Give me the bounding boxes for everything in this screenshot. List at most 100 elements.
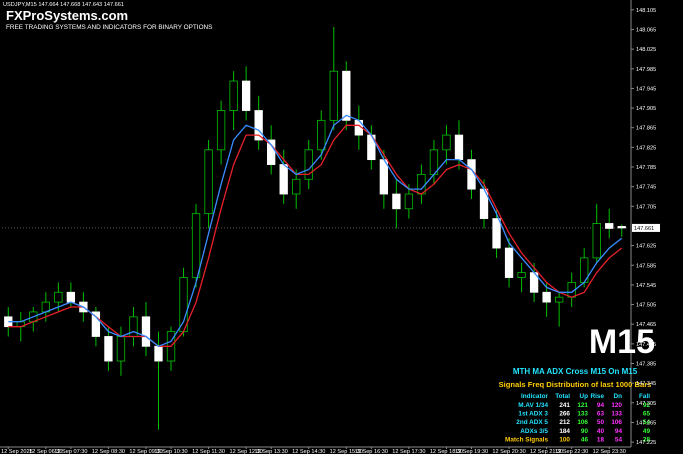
last-price-box — [632, 223, 660, 232]
table-cell: 106 — [577, 419, 588, 426]
table-cell: 90 — [581, 428, 589, 435]
y-tick-label: 148.065 — [636, 27, 656, 33]
table-cell: 18 — [597, 436, 605, 443]
x-tick-label: 12 Sep 06:30 — [29, 449, 62, 454]
x-tick-label: 12 Sep 18:30 — [430, 449, 463, 454]
candle-body — [504, 247, 514, 278]
y-tick-label: 147.385 — [636, 361, 656, 367]
y-tick-label: 147.745 — [636, 185, 656, 191]
table-cell: 1st ADX 3 — [518, 411, 548, 418]
candle-body — [141, 316, 151, 347]
table-cell: 133 — [611, 411, 622, 418]
table-cell: 121 — [577, 402, 588, 409]
table-header: Up — [579, 393, 588, 400]
panel-subtitle: Signals Freq Distribution of last 1000 B… — [499, 380, 652, 389]
candle-body — [179, 277, 188, 332]
candle-body — [454, 134, 464, 161]
moving-average — [8, 114, 623, 348]
candle-body — [517, 272, 526, 278]
table-cell: 120 — [611, 402, 622, 409]
table-cell: 65 — [643, 411, 651, 418]
candle-body — [605, 223, 614, 229]
y-tick-label: 147.705 — [636, 204, 656, 210]
y-tick-label: 147.305 — [636, 401, 656, 407]
candle-body — [267, 139, 276, 165]
table-header: Total — [555, 393, 570, 400]
y-tick-label: 147.345 — [636, 381, 656, 387]
candle-body — [216, 110, 226, 151]
candle-body — [116, 336, 126, 362]
table-cell: M.AV 1/34 — [518, 402, 548, 409]
table-cell: 133 — [577, 411, 588, 418]
info-table: Indicator Total Up Rise Dn Fall M.AV 1/34 241 12… — [505, 393, 650, 443]
x-tick-label: 12 Sep 16:30 — [355, 449, 388, 454]
x-tick-label: 12 Sep 12:30 — [229, 449, 262, 454]
table-cell: 241 — [559, 402, 570, 409]
table-cell: 92 — [643, 402, 651, 409]
high: 147.668 — [60, 2, 80, 8]
table-cell: 212 — [559, 419, 570, 426]
y-tick-label: 147.225 — [636, 440, 656, 446]
candle-body — [342, 70, 351, 121]
y-tick-label: 147.785 — [636, 165, 656, 171]
candle-body — [417, 173, 426, 195]
tagline: FREE TRADING SYSTEMS AND INDICATORS FOR … — [6, 24, 212, 31]
plot-area — [2, 27, 628, 430]
y-tick-label: 147.985 — [636, 67, 656, 73]
x-tick-label: 12 Sep 07:30 — [54, 449, 87, 454]
y-tick-label: 147.585 — [636, 263, 656, 269]
y-tick-label: 147.945 — [636, 86, 656, 92]
table-cell: 54 — [643, 419, 651, 426]
candle-body — [241, 80, 251, 111]
x-tick-label: 12 Sep 20:30 — [492, 449, 525, 454]
table-cell: 100 — [559, 436, 570, 443]
candle-body — [229, 80, 238, 111]
open: 147.664 — [38, 2, 58, 8]
table-header: Rise — [591, 393, 605, 400]
y-tick-label: 147.505 — [636, 303, 656, 309]
last-price: 147.661 — [634, 226, 654, 232]
moving-average — [8, 124, 623, 347]
candle-body — [66, 291, 76, 303]
table-cell: 266 — [559, 411, 570, 418]
table-cell: 46 — [581, 436, 589, 443]
candle-body — [279, 164, 288, 195]
y-tick-label: 147.865 — [636, 126, 656, 132]
candle-body — [129, 316, 138, 337]
candle-body — [254, 110, 263, 141]
logo: FXProSystems.com — [6, 8, 128, 23]
y-tick-label: 147.545 — [636, 283, 656, 289]
table-cell: 63 — [597, 411, 605, 418]
x-tick-label: 12 Sep 23:30 — [593, 449, 626, 454]
symbol: USDJPY,M15 — [3, 2, 37, 8]
candle-body — [617, 226, 626, 229]
x-tick-label: 12 Sep 15:30 — [330, 449, 363, 454]
table-cell: 2nd ADX 5 — [516, 419, 548, 426]
y-tick-label: 147.265 — [636, 420, 656, 426]
x-tick-label: 12 Sep 2025 — [1, 449, 33, 454]
table-header: Indicator — [521, 393, 548, 400]
table-cell: 40 — [597, 428, 605, 435]
table-cell: Match Signals — [505, 436, 548, 443]
x-tick-label: 12 Sep 19:30 — [455, 449, 488, 454]
x-tick-label: 12 Sep 09:30 — [129, 449, 162, 454]
candle-body — [329, 70, 338, 121]
x-tick-label: 12 Sep 14:30 — [292, 449, 325, 454]
y-tick-label: 147.905 — [636, 106, 656, 112]
y-tick-label: 147.825 — [636, 145, 656, 151]
x-tick-label: 12 Sep 11:30 — [192, 449, 225, 454]
candle-body — [542, 291, 551, 303]
candle-body — [492, 218, 501, 249]
candle-body — [91, 311, 101, 337]
table-header: Fall — [639, 393, 650, 400]
table-cell: 50 — [597, 419, 605, 426]
x-tick-label: 12 Sep 10:30 — [154, 449, 187, 454]
table-cell: 94 — [615, 428, 623, 435]
y-tick-label: 148.025 — [636, 47, 656, 53]
x-tick-label: 12 Sep 22:30 — [555, 449, 588, 454]
y-tick-label: 147.425 — [636, 342, 656, 348]
x-tick-label: 12 Sep 21:30 — [530, 449, 563, 454]
candle-body — [404, 193, 414, 210]
